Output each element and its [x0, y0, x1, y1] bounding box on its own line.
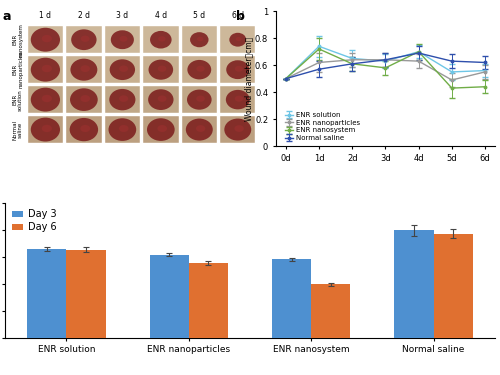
Ellipse shape [42, 65, 52, 72]
Ellipse shape [158, 125, 167, 132]
Bar [150, 255, 189, 338]
Bar [104, 26, 140, 54]
Ellipse shape [190, 32, 208, 47]
Ellipse shape [110, 59, 135, 80]
Ellipse shape [236, 37, 242, 41]
Text: ENR
solution: ENR solution [12, 89, 23, 111]
Ellipse shape [70, 118, 98, 141]
Bar [28, 56, 63, 84]
Bar [66, 116, 102, 143]
Bar [311, 284, 350, 338]
Ellipse shape [42, 95, 52, 102]
Ellipse shape [70, 88, 98, 111]
Ellipse shape [108, 118, 136, 141]
Ellipse shape [197, 37, 203, 41]
Ellipse shape [31, 118, 60, 141]
Ellipse shape [71, 29, 96, 50]
Ellipse shape [187, 90, 212, 110]
Ellipse shape [147, 118, 174, 141]
Ellipse shape [158, 95, 166, 102]
Bar [104, 116, 140, 143]
Ellipse shape [158, 36, 166, 42]
Ellipse shape [110, 89, 136, 110]
Ellipse shape [226, 90, 250, 110]
Ellipse shape [226, 60, 250, 79]
Text: Normal
saline: Normal saline [12, 120, 23, 140]
Bar [182, 56, 217, 84]
Ellipse shape [119, 125, 128, 132]
Ellipse shape [80, 36, 90, 42]
Ellipse shape [186, 118, 213, 141]
Ellipse shape [235, 96, 243, 102]
Y-axis label: Wound diameter（cm）: Wound diameter（cm） [244, 36, 254, 121]
Ellipse shape [148, 60, 173, 80]
Bar [28, 116, 63, 143]
Bar [104, 86, 140, 113]
Ellipse shape [31, 28, 60, 52]
Ellipse shape [235, 66, 243, 72]
Ellipse shape [119, 95, 128, 102]
Bar [394, 230, 434, 338]
Ellipse shape [70, 58, 98, 81]
Ellipse shape [80, 65, 90, 72]
Bar [66, 56, 102, 84]
Ellipse shape [188, 60, 211, 80]
Bar [143, 116, 178, 143]
Bar [220, 116, 256, 143]
Ellipse shape [196, 96, 205, 102]
Ellipse shape [31, 88, 60, 112]
Ellipse shape [42, 125, 52, 132]
Bar [220, 56, 256, 84]
Bar [272, 259, 311, 338]
Ellipse shape [196, 66, 204, 72]
Bar [434, 234, 472, 338]
Bar [220, 86, 256, 113]
Text: ENR
nanoparticles: ENR nanoparticles [12, 51, 23, 88]
Ellipse shape [234, 125, 244, 132]
Text: 2 d: 2 d [78, 11, 90, 20]
Ellipse shape [230, 33, 246, 46]
Text: 5 d: 5 d [193, 11, 205, 20]
Legend: Day 3, Day 6: Day 3, Day 6 [10, 207, 59, 234]
Ellipse shape [80, 125, 90, 132]
Text: b: b [236, 10, 246, 23]
Ellipse shape [224, 118, 251, 141]
Bar [143, 56, 178, 84]
Bar [28, 86, 63, 113]
Ellipse shape [80, 95, 90, 102]
Bar [182, 26, 217, 54]
Bar [28, 249, 66, 338]
Ellipse shape [158, 66, 166, 72]
Bar [189, 262, 228, 338]
Ellipse shape [150, 31, 172, 48]
Bar [66, 250, 106, 338]
Ellipse shape [196, 125, 205, 132]
Text: 3 d: 3 d [116, 11, 128, 20]
Bar [143, 26, 178, 54]
Bar [220, 26, 256, 54]
Text: 4 d: 4 d [155, 11, 167, 20]
Ellipse shape [111, 30, 134, 49]
Bar [143, 86, 178, 113]
Ellipse shape [119, 66, 128, 72]
Bar [28, 26, 63, 54]
Bar [182, 116, 217, 143]
Bar [182, 86, 217, 113]
Text: 1 d: 1 d [40, 11, 52, 20]
Ellipse shape [120, 36, 128, 42]
Text: a: a [2, 10, 11, 23]
Ellipse shape [42, 35, 52, 42]
Bar [66, 86, 102, 113]
Bar [66, 26, 102, 54]
Legend: ENR solution, ENR nanoparticles, ENR nanosystem, Normal saline: ENR solution, ENR nanoparticles, ENR nan… [284, 111, 362, 142]
Bar [104, 56, 140, 84]
Ellipse shape [148, 89, 174, 110]
Text: 6 d: 6 d [232, 11, 244, 20]
Ellipse shape [31, 58, 60, 82]
Text: ENR
nanosystem: ENR nanosystem [12, 23, 23, 57]
